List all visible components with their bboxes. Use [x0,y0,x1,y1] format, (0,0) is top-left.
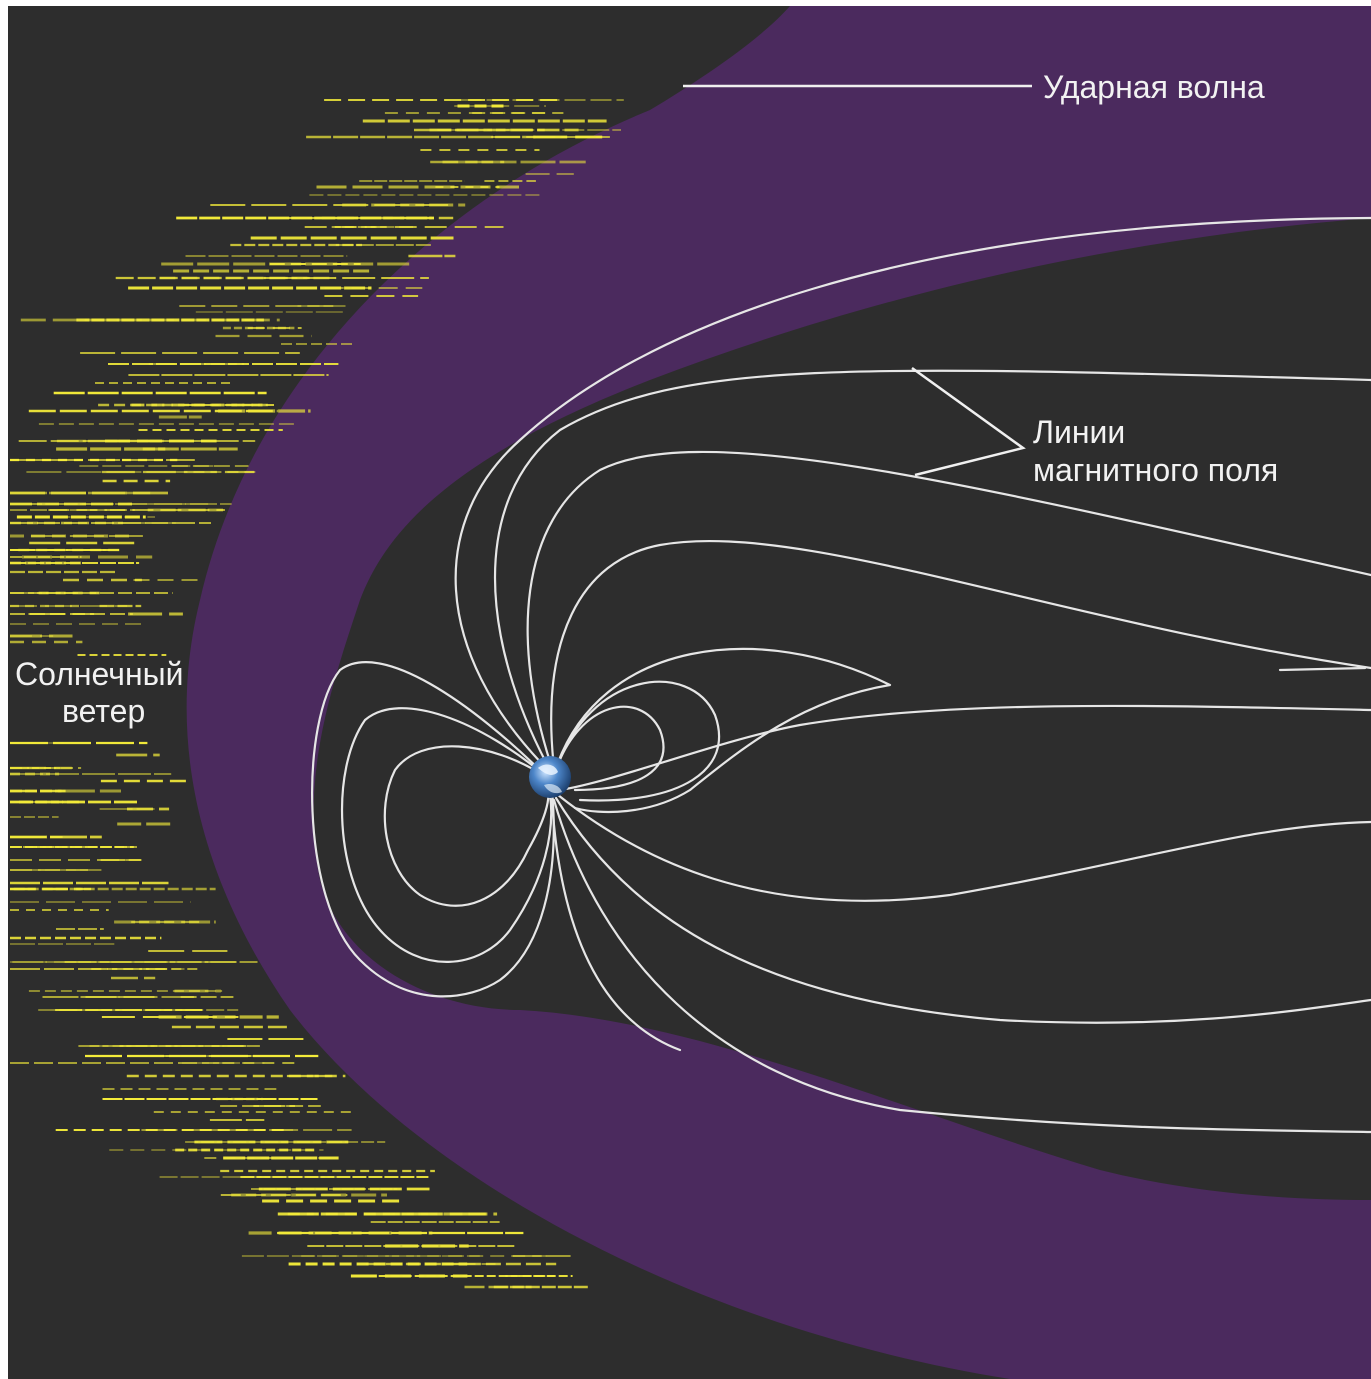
field-line [1278,666,1367,672]
magnetosheath-region [186,6,1371,1379]
field-line [383,745,550,907]
field-lines-leader [911,366,1026,477]
field-line [553,705,665,792]
field-line [526,450,1371,770]
field-line [554,796,1371,1024]
field-line [550,539,1371,770]
field-line [454,216,1371,772]
earth-globe-icon [529,756,571,798]
field-line [550,798,682,1052]
solar-wind-label-line2: ветер [62,693,145,729]
solar-wind-streaks [10,99,624,1289]
field-line [556,793,1371,902]
field-lines-label-line2: магнитного поля [1033,452,1278,488]
field-line [552,798,1371,1134]
shock-wave-label: Ударная волна [1043,69,1265,105]
solar-wind-label-line1: Солнечный [15,656,184,692]
field-line [311,661,555,998]
field-line [554,647,892,814]
field-line [554,680,721,802]
field-line [340,707,553,963]
field-line [558,704,1371,792]
magnetic-field-lines [311,216,1371,1134]
field-line [494,369,1371,772]
field-lines-label-line1: Линии [1033,414,1125,450]
